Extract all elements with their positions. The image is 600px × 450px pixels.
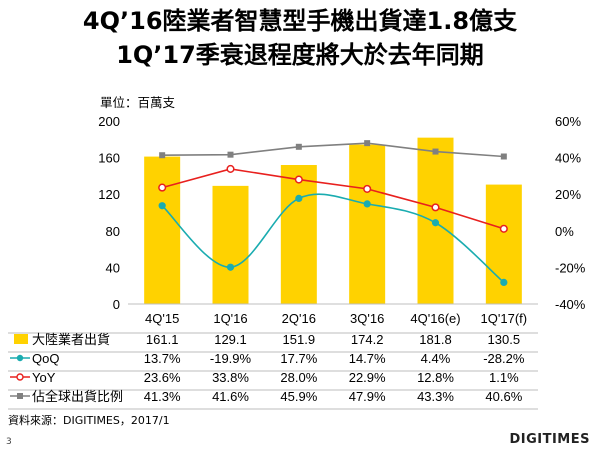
table-cell: 41.3% bbox=[144, 389, 181, 404]
y-axis-tick-label: 0 bbox=[113, 297, 120, 312]
series-line-1 bbox=[161, 193, 505, 284]
table-cell: 28.0% bbox=[280, 370, 317, 385]
table-cell: 17.7% bbox=[280, 351, 317, 366]
table-cell: 33.8% bbox=[212, 370, 249, 385]
series-marker-1 bbox=[363, 200, 371, 208]
series-marker-3 bbox=[227, 151, 234, 158]
y-axis-tick-label: 80 bbox=[106, 224, 120, 239]
digitimes-logo: DIGITIMES bbox=[509, 432, 590, 447]
y-axis-tick-label: 120 bbox=[98, 187, 120, 202]
x-axis-tick-label: 1Q'16 bbox=[213, 311, 247, 326]
x-axis-tick-label: 4Q'16(e) bbox=[410, 311, 460, 326]
y-axis-tick-label: 200 bbox=[98, 114, 120, 129]
y2-axis-tick-label: -20% bbox=[555, 260, 586, 275]
table-cell: 23.6% bbox=[144, 370, 181, 385]
series-marker-2 bbox=[226, 164, 235, 173]
table-cell: 47.9% bbox=[349, 389, 386, 404]
y-axis-tick-label: 160 bbox=[98, 151, 120, 166]
y2-axis-tick-label: 40% bbox=[555, 151, 581, 166]
legend-label: QoQ bbox=[32, 351, 59, 366]
table-cell: 41.6% bbox=[212, 389, 249, 404]
legend-key-marker-1 bbox=[16, 354, 24, 362]
series-marker-3 bbox=[364, 140, 371, 147]
series-marker-2 bbox=[499, 224, 508, 233]
table-cell: 40.6% bbox=[485, 389, 522, 404]
table-cell: 130.5 bbox=[488, 332, 521, 347]
y2-axis-tick-label: -40% bbox=[555, 297, 586, 312]
series-marker-1 bbox=[295, 194, 303, 203]
table-cell: 174.2 bbox=[351, 332, 384, 347]
x-axis-tick-label: 3Q'16 bbox=[350, 311, 384, 326]
series-marker-3 bbox=[500, 153, 507, 160]
series-marker-1 bbox=[500, 278, 508, 287]
series-marker-1 bbox=[431, 219, 440, 227]
legend-label: 大陸業者出貨 bbox=[32, 332, 110, 347]
legend-label: YoY bbox=[32, 370, 56, 385]
bar-2 bbox=[280, 165, 317, 304]
series-marker-3 bbox=[295, 143, 302, 150]
table-cell: -19.9% bbox=[210, 351, 252, 366]
table-cell: 22.9% bbox=[349, 370, 386, 385]
legend-label: 佔全球出貨比例 bbox=[32, 389, 123, 404]
series-marker-2 bbox=[363, 184, 372, 193]
table-cell: 14.7% bbox=[349, 351, 386, 366]
y2-axis-tick-label: 60% bbox=[555, 114, 581, 129]
legend-key-marker-2 bbox=[16, 373, 24, 381]
y-axis-tick-label: 40 bbox=[106, 260, 120, 275]
chart-title-line2: 1Q’17季衰退程度將大於去年同期 bbox=[116, 41, 484, 69]
series-marker-2 bbox=[158, 183, 167, 192]
unit-label: 單位：百萬支 bbox=[100, 95, 176, 110]
table-cell: 181.8 bbox=[419, 332, 452, 347]
table-cell: 129.1 bbox=[214, 332, 247, 347]
series-marker-2 bbox=[294, 175, 303, 184]
table-cell: 12.8% bbox=[417, 370, 454, 385]
legend-key-bar bbox=[14, 334, 28, 344]
page-number: 3 bbox=[6, 437, 12, 447]
table-cell: 13.7% bbox=[144, 351, 181, 366]
bar-1 bbox=[212, 185, 249, 304]
table-cell: 161.1 bbox=[146, 332, 179, 347]
bar-3 bbox=[349, 144, 386, 304]
series-marker-3 bbox=[159, 152, 166, 159]
x-axis-tick-label: 2Q'16 bbox=[282, 311, 316, 326]
y2-axis-tick-label: 0% bbox=[555, 224, 574, 239]
table-cell: 151.9 bbox=[283, 332, 316, 347]
legend-key-marker-3 bbox=[17, 393, 23, 399]
x-axis-tick-label: 4Q'15 bbox=[145, 311, 179, 326]
table-cell: 45.9% bbox=[280, 389, 317, 404]
bar-0 bbox=[144, 156, 181, 304]
table-cell: 43.3% bbox=[417, 389, 454, 404]
series-marker-1 bbox=[226, 263, 235, 271]
source-note: 資料來源：DIGITIMES，2017/1 bbox=[8, 414, 170, 427]
series-line-3 bbox=[162, 142, 504, 158]
chart-title-line1: 4Q’16陸業者智慧型手機出貨達1.8億支 bbox=[82, 7, 518, 35]
series-marker-1 bbox=[158, 202, 166, 210]
series-marker-2 bbox=[431, 203, 440, 212]
y2-axis-tick-label: 20% bbox=[555, 187, 581, 202]
table-cell: 1.1% bbox=[489, 370, 519, 385]
table-cell: -28.2% bbox=[483, 351, 525, 366]
table-cell: 4.4% bbox=[421, 351, 451, 366]
x-axis-tick-label: 1Q'17(f) bbox=[481, 311, 528, 326]
series-marker-3 bbox=[432, 148, 439, 155]
series-line-2 bbox=[161, 168, 505, 230]
bar-5 bbox=[485, 184, 522, 304]
